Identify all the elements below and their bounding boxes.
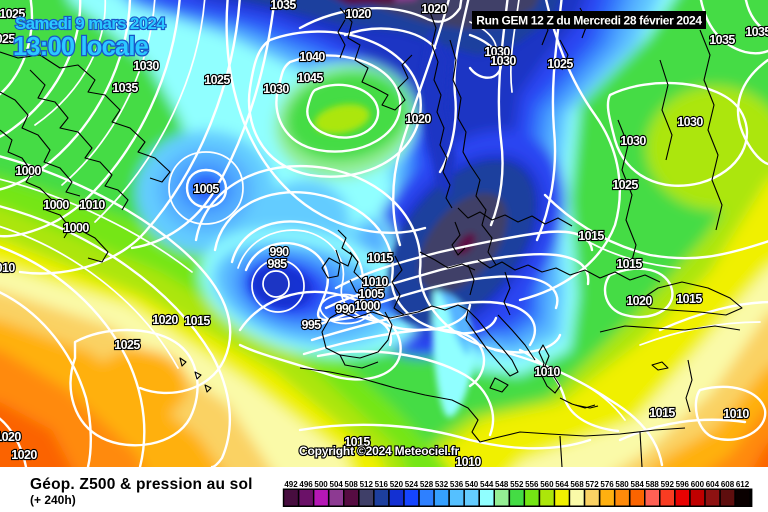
svg-text:985: 985 <box>267 257 287 271</box>
svg-text:516: 516 <box>375 480 389 489</box>
svg-text:1045: 1045 <box>297 71 323 85</box>
svg-text:1025: 1025 <box>0 32 15 46</box>
svg-text:504: 504 <box>330 480 344 489</box>
svg-text:13:00 locale: 13:00 locale <box>13 33 149 61</box>
svg-text:1020: 1020 <box>11 448 37 462</box>
svg-text:Géop. Z500 & pression au sol: Géop. Z500 & pression au sol <box>30 476 253 493</box>
svg-text:1030: 1030 <box>490 54 516 68</box>
svg-text:584: 584 <box>631 480 645 489</box>
svg-text:1000: 1000 <box>43 198 69 212</box>
svg-text:1020: 1020 <box>152 313 178 327</box>
svg-text:1015: 1015 <box>367 251 393 265</box>
svg-text:1015: 1015 <box>616 257 642 271</box>
svg-text:1000: 1000 <box>354 299 380 313</box>
svg-text:496: 496 <box>299 480 313 489</box>
svg-text:1015: 1015 <box>649 406 675 420</box>
svg-text:520: 520 <box>390 480 404 489</box>
svg-text:1035: 1035 <box>745 25 768 39</box>
svg-text:995: 995 <box>301 318 321 332</box>
svg-text:1020: 1020 <box>345 7 371 21</box>
svg-text:1015: 1015 <box>676 292 702 306</box>
svg-text:1025: 1025 <box>612 178 638 192</box>
svg-text:600: 600 <box>691 480 705 489</box>
svg-text:(+ 240h): (+ 240h) <box>30 493 76 507</box>
svg-text:604: 604 <box>706 480 720 489</box>
svg-text:536: 536 <box>450 480 464 489</box>
svg-text:588: 588 <box>646 480 660 489</box>
svg-text:544: 544 <box>480 480 494 489</box>
svg-text:500: 500 <box>314 480 328 489</box>
svg-text:1035: 1035 <box>112 81 138 95</box>
svg-text:1025: 1025 <box>547 57 573 71</box>
svg-text:1000: 1000 <box>15 164 41 178</box>
svg-text:1020: 1020 <box>626 294 652 308</box>
svg-text:1020: 1020 <box>405 112 431 126</box>
svg-text:1025: 1025 <box>114 338 140 352</box>
svg-text:576: 576 <box>600 480 614 489</box>
svg-text:990: 990 <box>269 245 289 259</box>
svg-text:1030: 1030 <box>677 115 703 129</box>
svg-text:Copyright ©2024 Meteociel.fr: Copyright ©2024 Meteociel.fr <box>299 444 459 458</box>
svg-text:1035: 1035 <box>709 33 735 47</box>
svg-text:1015: 1015 <box>344 435 370 449</box>
svg-text:1010: 1010 <box>534 365 560 379</box>
svg-text:572: 572 <box>585 480 599 489</box>
svg-text:564: 564 <box>555 480 569 489</box>
svg-text:556: 556 <box>525 480 539 489</box>
svg-text:1025: 1025 <box>0 7 25 21</box>
svg-text:512: 512 <box>360 480 374 489</box>
svg-text:548: 548 <box>495 480 509 489</box>
svg-text:508: 508 <box>345 480 359 489</box>
svg-text:524: 524 <box>405 480 419 489</box>
svg-text:492: 492 <box>284 480 298 489</box>
svg-text:560: 560 <box>540 480 554 489</box>
svg-text:1005: 1005 <box>358 287 384 301</box>
svg-text:568: 568 <box>570 480 584 489</box>
svg-text:1010: 1010 <box>362 275 388 289</box>
svg-text:1030: 1030 <box>133 59 159 73</box>
svg-text:532: 532 <box>435 480 449 489</box>
svg-text:1010: 1010 <box>723 407 749 421</box>
svg-text:1035: 1035 <box>270 0 296 12</box>
svg-text:592: 592 <box>661 480 675 489</box>
svg-text:1030: 1030 <box>620 134 646 148</box>
svg-text:990: 990 <box>335 302 355 316</box>
svg-text:1030: 1030 <box>263 82 289 96</box>
svg-text:596: 596 <box>676 480 690 489</box>
svg-text:580: 580 <box>615 480 629 489</box>
svg-text:1015: 1015 <box>578 229 604 243</box>
svg-text:1010: 1010 <box>79 198 105 212</box>
svg-text:1030: 1030 <box>484 45 510 59</box>
svg-text:1025: 1025 <box>204 73 230 87</box>
svg-text:Samedi 9 mars 2024: Samedi 9 mars 2024 <box>15 14 166 33</box>
svg-text:1000: 1000 <box>63 221 89 235</box>
svg-text:1020: 1020 <box>421 2 447 16</box>
svg-text:Run GEM 12 Z du Mercredi 28 fé: Run GEM 12 Z du Mercredi 28 février 2024 <box>476 14 702 28</box>
svg-text:612: 612 <box>736 480 750 489</box>
svg-text:1015: 1015 <box>184 314 210 328</box>
svg-text:1040: 1040 <box>299 50 325 64</box>
svg-text:528: 528 <box>420 480 434 489</box>
svg-text:1010: 1010 <box>0 261 15 275</box>
svg-text:540: 540 <box>465 480 479 489</box>
svg-text:1020: 1020 <box>0 430 21 444</box>
svg-text:608: 608 <box>721 480 735 489</box>
svg-text:1005: 1005 <box>193 182 219 196</box>
svg-text:1010: 1010 <box>455 455 481 469</box>
svg-text:552: 552 <box>510 480 524 489</box>
